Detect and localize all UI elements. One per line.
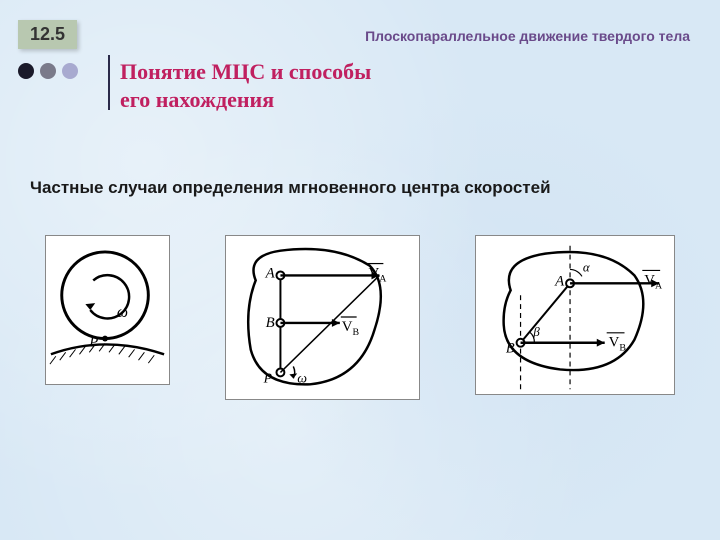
fig3-a: A bbox=[554, 273, 565, 289]
fig2-b: B bbox=[266, 315, 275, 331]
heading-bullets bbox=[18, 63, 78, 79]
bullet-1 bbox=[18, 63, 34, 79]
figures-row: ω P A B P ω bbox=[45, 235, 675, 400]
fig3-b: B bbox=[506, 341, 515, 357]
bullet-3 bbox=[62, 63, 78, 79]
fig3-va: VA bbox=[644, 272, 663, 291]
fig3-vb: VB bbox=[609, 335, 627, 354]
title-divider bbox=[108, 55, 110, 110]
figure-1-svg: ω P bbox=[46, 235, 169, 385]
fig2-omega: ω bbox=[297, 370, 307, 385]
figure-3: A B VA α VB β bbox=[475, 235, 675, 395]
fig2-a: A bbox=[265, 265, 276, 281]
fig3-alpha: α bbox=[583, 260, 590, 274]
section-number-badge: 12.5 bbox=[18, 20, 77, 49]
figure-1: ω P bbox=[45, 235, 170, 385]
title-line-1: Понятие МЦС и способы bbox=[120, 58, 371, 86]
title-line-2: его нахождения bbox=[120, 86, 371, 114]
bullet-2 bbox=[40, 63, 56, 79]
figure-3-svg: A B VA α VB β bbox=[476, 235, 674, 395]
fig1-p: P bbox=[88, 334, 98, 350]
fig1-omega: ω bbox=[117, 304, 128, 321]
fig2-p: P bbox=[263, 370, 273, 385]
subtitle: Частные случаи определения мгновенного ц… bbox=[30, 178, 551, 198]
fig3-beta: β bbox=[532, 325, 540, 339]
figure-2-svg: A B P ω VA VB bbox=[226, 235, 419, 400]
page-title: Понятие МЦС и способы его нахождения bbox=[120, 58, 371, 113]
chapter-title: Плоскопараллельное движение твердого тел… bbox=[365, 28, 690, 44]
fig2-vb: VB bbox=[342, 319, 360, 338]
figure-2: A B P ω VA VB bbox=[225, 235, 420, 400]
